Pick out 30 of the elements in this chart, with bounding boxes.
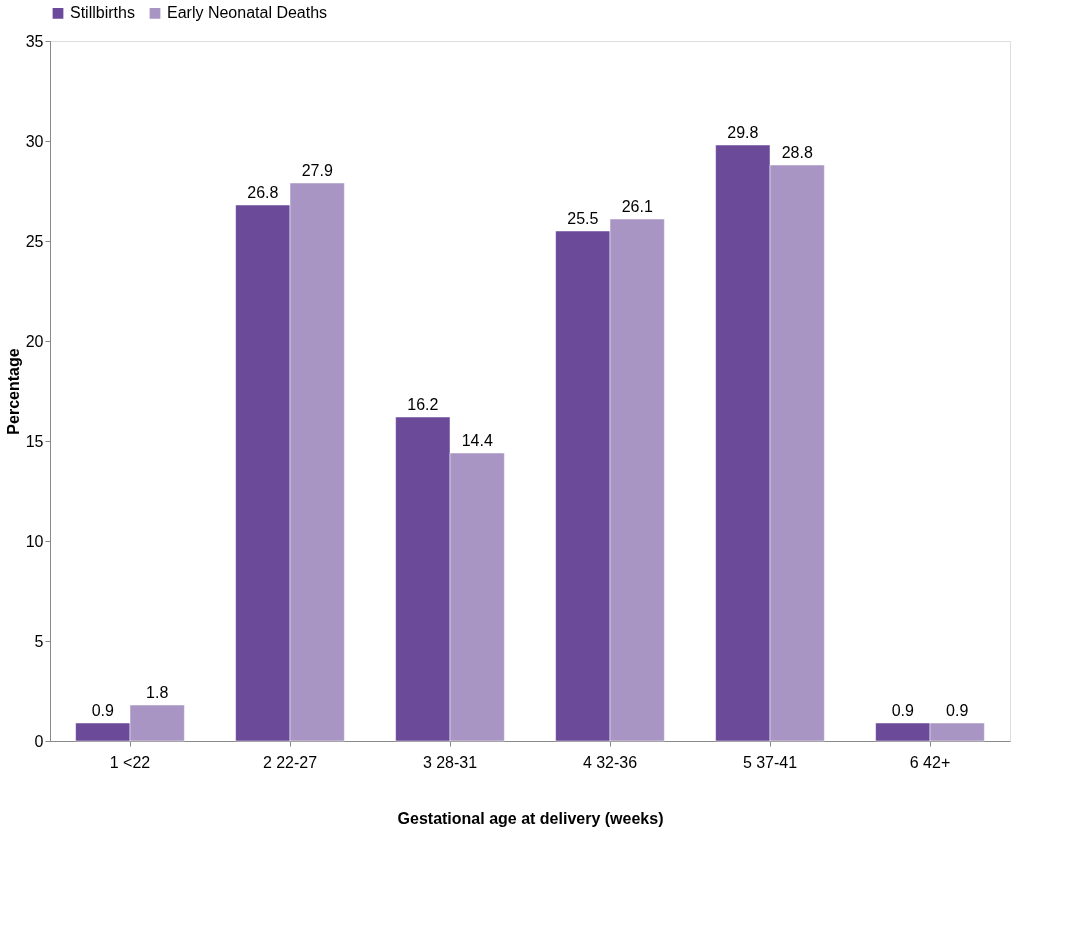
legend-label: Stillbirths [70, 4, 135, 22]
y-tick-label: 30 [25, 132, 44, 150]
data-label: 0.9 [891, 702, 915, 719]
data-label: 1.8 [146, 684, 169, 701]
legend-label: Early Neonatal Deaths [167, 4, 328, 22]
data-label: 26.8 [247, 184, 279, 201]
x-tick-label: 2 22-27 [262, 753, 318, 771]
data-label: 14.4 [461, 432, 493, 449]
y-tick-label: 20 [25, 332, 44, 350]
x-tick-label: 1 <22 [109, 753, 151, 771]
y-tick-label: 35 [25, 32, 44, 50]
y-tick-label: 15 [25, 432, 44, 450]
x-tick-label: 4 32-36 [582, 753, 638, 771]
data-label: 26.1 [621, 198, 653, 215]
data-label: 0.9 [946, 702, 969, 719]
y-axis-title: Percentage [4, 348, 22, 435]
data-label: 25.5 [567, 210, 599, 227]
y-tick-label: 10 [25, 532, 44, 550]
x-tick-label: 5 37-41 [742, 753, 798, 771]
data-label: 27.9 [301, 162, 333, 179]
x-tick-label: 6 42+ [909, 753, 951, 771]
y-tick-label: 25 [25, 232, 44, 250]
x-axis-title: Gestational age at delivery (weeks) [397, 809, 664, 827]
y-tick-label: 0 [34, 732, 44, 750]
x-tick-label: 3 28-31 [422, 753, 478, 771]
data-label: 29.8 [727, 124, 759, 141]
data-label: 28.8 [781, 144, 813, 161]
y-tick-label: 5 [34, 632, 44, 650]
data-label: 16.2 [407, 396, 439, 413]
data-label: 0.9 [91, 702, 115, 719]
